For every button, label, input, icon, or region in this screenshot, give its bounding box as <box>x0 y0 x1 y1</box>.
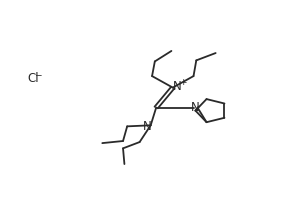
Text: +: + <box>180 78 187 88</box>
Text: N: N <box>191 101 199 114</box>
Text: Cl: Cl <box>28 72 39 85</box>
Text: N: N <box>173 80 181 93</box>
Text: −: − <box>34 70 42 79</box>
Text: N: N <box>143 120 152 133</box>
